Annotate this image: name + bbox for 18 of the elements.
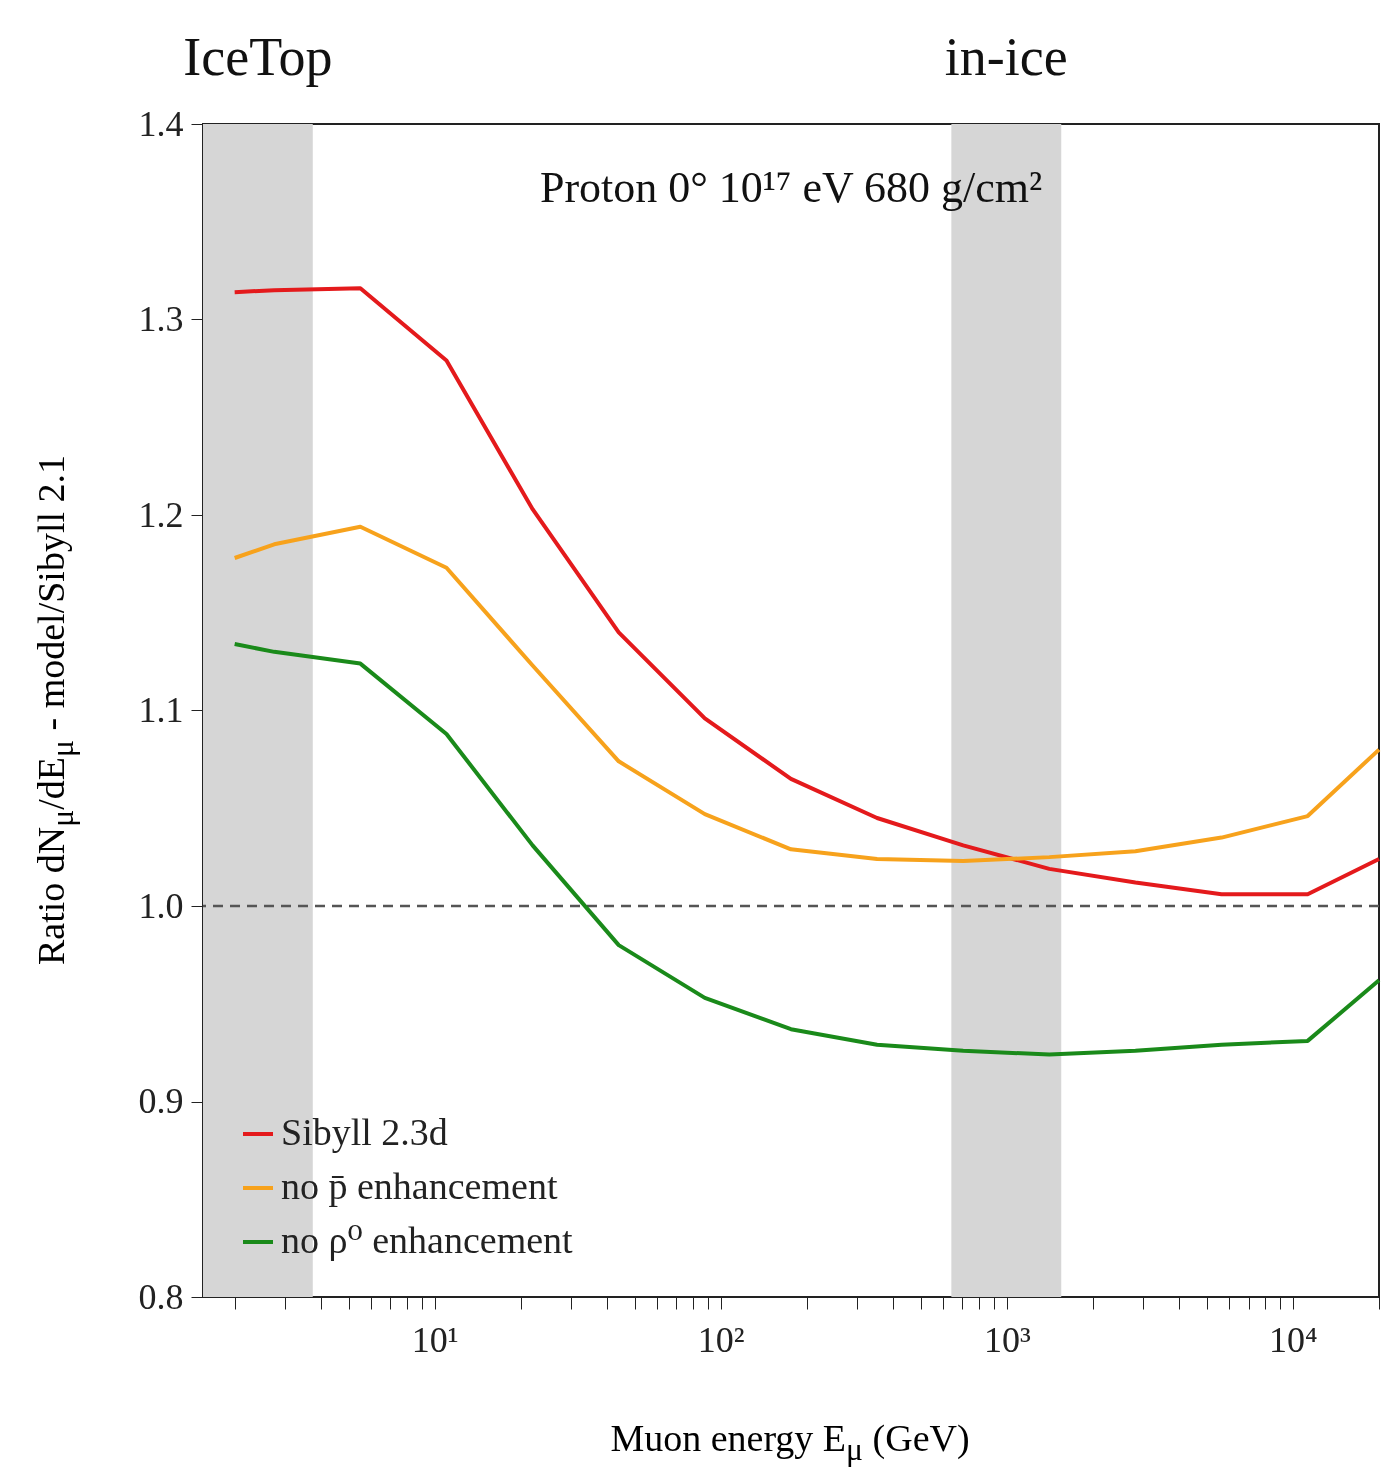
y-tick-label: 1.3 <box>138 299 184 339</box>
y-tick-label: 0.8 <box>138 1276 184 1317</box>
y-tick-label: 1.4 <box>138 103 184 144</box>
y-tick-label: 1.0 <box>138 885 184 926</box>
x-tick-label: 10² <box>697 1319 745 1360</box>
band-label: in-ice <box>944 27 1068 87</box>
x-axis-title: Muon energy E$_{μ}$ (GeV) <box>610 1416 970 1468</box>
x-tick-label: 10⁴ <box>1269 1319 1318 1360</box>
legend-label: no p̄ enhancement <box>281 1165 558 1207</box>
y-tick-label: 0.9 <box>138 1081 184 1121</box>
text: Proton 0° 10¹⁷ eV 680 g/cm² <box>539 163 1043 212</box>
legend-label: no ρ⁰ enhancement <box>281 1219 574 1261</box>
legend-label: Sibyll 2.3d <box>281 1111 448 1153</box>
x-tick-label: 10¹ <box>411 1319 459 1360</box>
y-tick-label: 1.1 <box>138 690 184 730</box>
band-label: IceTop <box>183 27 333 87</box>
y-tick-label: 1.2 <box>138 494 184 535</box>
x-tick-label: 10³ <box>983 1319 1031 1360</box>
